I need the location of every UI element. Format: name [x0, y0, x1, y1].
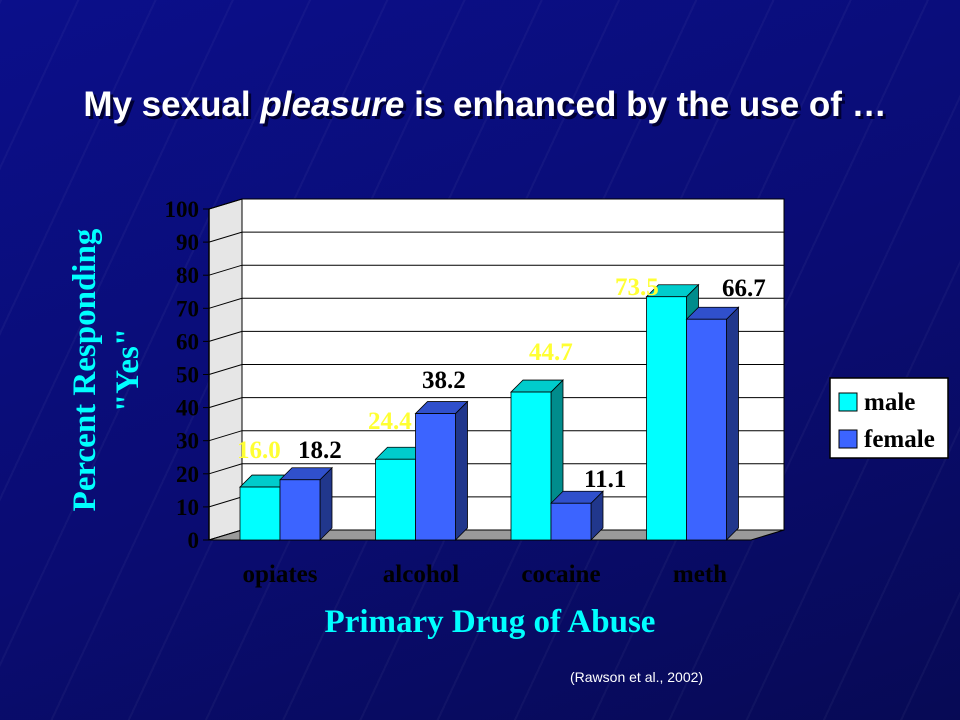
x-tick-label-meth: meth	[673, 561, 727, 588]
y-tick-label: 0	[188, 528, 200, 553]
y-axis-label-group: Percent Responding "Yes"	[67, 228, 146, 511]
bar-male-opiates	[239, 486, 281, 541]
citation-source: (Rawson et al., 2002)	[570, 669, 704, 685]
y-axis-label-line2: "Yes"	[110, 328, 146, 412]
bar-female-opiates-side	[319, 466, 333, 541]
title-emphasis: pleasure	[260, 85, 405, 124]
y-tick-label: 90	[176, 230, 199, 255]
y-tick-label: 50	[176, 363, 199, 388]
legend-label-female: female	[864, 426, 935, 453]
x-axis-label: Primary Drug of Abuse	[325, 604, 656, 640]
y-tick-label: 40	[176, 396, 199, 421]
bar-female-meth-side	[726, 306, 739, 541]
bar-male-cocaine	[510, 391, 552, 541]
bar-male-alcohol	[375, 458, 416, 541]
legend-swatch-male	[838, 392, 858, 412]
slide-title: My sexual pleasure is enhanced by the us…	[40, 80, 930, 130]
y-tick-label: 100	[165, 197, 200, 222]
axis-labels: Primary Drug of Abuse Percent Responding "…	[67, 228, 655, 640]
y-tick-label: 10	[176, 495, 199, 520]
data-label-male-meth: 73.5	[615, 274, 659, 301]
chart-legend: male female	[829, 377, 949, 459]
title-text-before: My sexual	[83, 85, 261, 124]
bar-female-alcohol	[415, 413, 456, 541]
x-axis-ticks: opiates alcohol cocaine meth	[243, 561, 728, 588]
chart-bars	[239, 283, 740, 541]
bar-female-opiates	[279, 479, 321, 541]
data-label-female-cocaine: 11.1	[584, 466, 626, 493]
y-tick-label: 20	[176, 462, 199, 487]
title-text-after: is enhanced by the use of …	[404, 85, 887, 124]
x-tick-label-alcohol: alcohol	[383, 561, 459, 588]
y-tick-label: 80	[176, 263, 199, 288]
x-tick-label-cocaine: cocaine	[521, 561, 600, 588]
x-tick-label-opiates: opiates	[243, 561, 318, 588]
y-axis-ticks: 0 10 20 30 40 50 60 70 80 90 100	[165, 197, 200, 553]
y-axis-label-line1: Percent Responding	[67, 228, 103, 511]
data-label-female-alcohol: 38.2	[422, 367, 466, 394]
data-label-female-meth: 66.7	[722, 275, 766, 302]
bar-male-meth	[646, 296, 687, 541]
y-tick-label: 70	[176, 296, 199, 321]
data-label-male-cocaine: 44.7	[529, 339, 573, 366]
data-label-male-alcohol: 24.4	[368, 408, 412, 435]
bar-female-alcohol-side	[455, 400, 468, 541]
bar-female-meth	[686, 318, 727, 541]
bar-female-cocaine	[550, 502, 592, 541]
legend-swatch-female	[838, 429, 858, 449]
chart-data-labels: 16.0 24.4 44.7 73.5 18.2 38.2 11.1 66.7	[237, 274, 766, 493]
data-label-male-opiates: 16.0	[237, 437, 281, 464]
data-label-female-opiates: 18.2	[298, 437, 342, 464]
y-tick-label: 60	[176, 329, 199, 354]
legend-label-male: male	[864, 389, 915, 416]
y-tick-label: 30	[176, 429, 199, 454]
